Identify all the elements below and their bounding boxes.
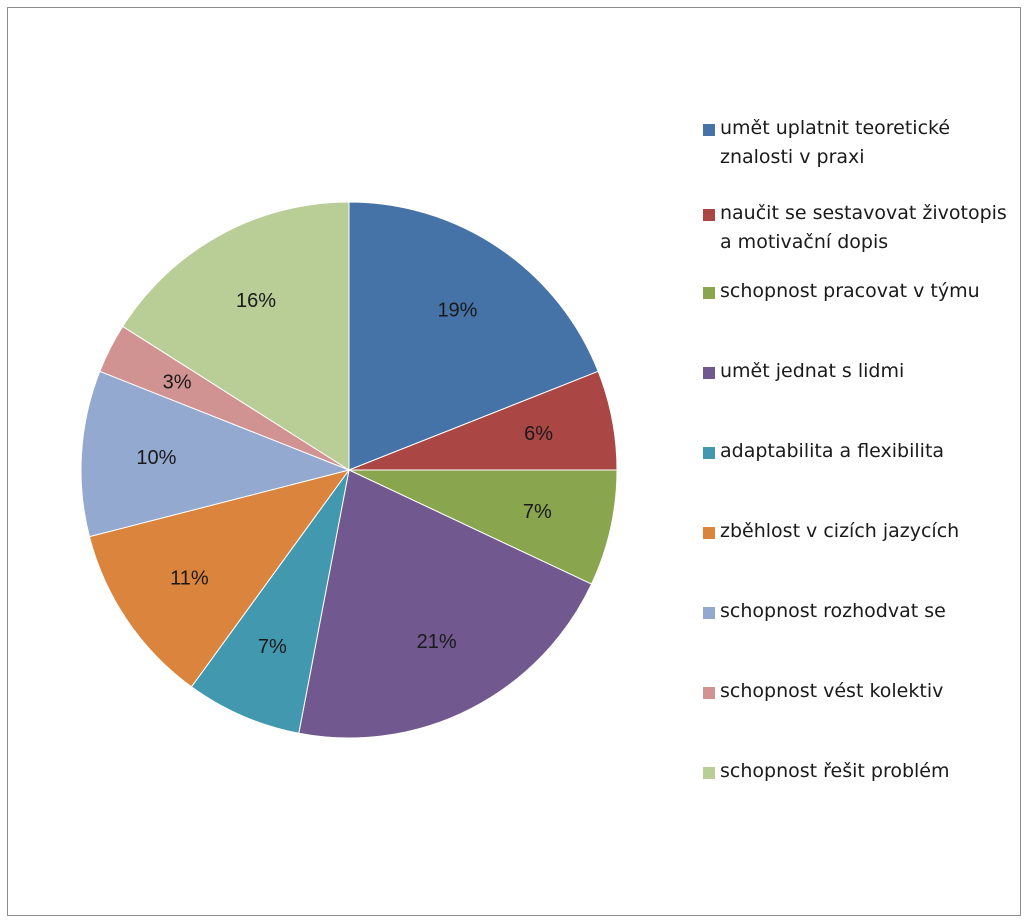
legend-label: schopnost pracovat v týmu	[720, 280, 980, 302]
legend-swatch	[703, 767, 715, 779]
pie-label-6: 11%	[170, 567, 209, 589]
pie-slice-1	[348, 201, 599, 471]
legend-item-1: umět uplatnit teoretické znalosti v prax…	[703, 117, 1015, 172]
pie-label-2: 6%	[524, 423, 553, 445]
legend-item-8: schopnost vést kolektiv	[703, 680, 1015, 706]
legend-item-3: schopnost pracovat v týmu	[703, 280, 1015, 306]
legend-swatch	[703, 447, 715, 459]
legend-swatch	[703, 527, 715, 539]
legend-swatch	[703, 209, 715, 221]
legend-item-5: adaptabilita a flexibilita	[703, 440, 1015, 466]
legend-label: zběhlost v cizích jazycích	[720, 520, 960, 542]
pie-label-8: 3%	[163, 371, 192, 393]
pie-slice-7	[80, 370, 351, 538]
pie-label-9: 16%	[236, 290, 276, 312]
legend-swatch	[703, 287, 715, 299]
pie-label-4: 21%	[417, 631, 457, 653]
legend-label: schopnost řešit problém	[720, 760, 950, 782]
legend-item-7: schopnost rozhodvat se	[703, 600, 1015, 626]
legend-swatch	[703, 367, 715, 379]
legend-item-4: umět jednat s lidmi	[703, 360, 1015, 386]
legend-item-2: naučit se sestavovat životopis a motivač…	[703, 202, 1015, 257]
pie-slice-4	[298, 469, 593, 739]
legend-swatch	[703, 687, 715, 699]
legend-item-9: schopnost řešit problém	[703, 760, 1015, 786]
pie-data-labels: 19% 6% 7% 21% 7% 11% 10% 3% 16%	[136, 290, 553, 658]
legend-item-6: zběhlost v cizích jazycích	[703, 520, 1015, 546]
legend-label: naučit se sestavovat životopis a motivač…	[720, 202, 1007, 253]
legend-label: schopnost vést kolektiv	[720, 680, 944, 702]
legend-label: umět jednat s lidmi	[720, 360, 905, 382]
pie-slice-9	[122, 201, 350, 471]
pie-slice-6	[88, 469, 351, 688]
legend-label: umět uplatnit teoretické znalosti v prax…	[720, 117, 951, 168]
pie-label-3: 7%	[523, 501, 552, 523]
pie-label-7: 10%	[136, 447, 176, 469]
legend-swatch	[703, 124, 715, 136]
pie-slice-3	[348, 469, 618, 585]
pie-slices	[80, 201, 618, 739]
legend-swatch	[703, 607, 715, 619]
pie-label-1: 19%	[437, 299, 477, 321]
legend-label: adaptabilita a flexibilita	[720, 440, 945, 462]
pie-slice-5	[190, 469, 350, 734]
legend-label: schopnost rozhodvat se	[720, 600, 946, 622]
pie-label-5: 7%	[258, 636, 287, 658]
